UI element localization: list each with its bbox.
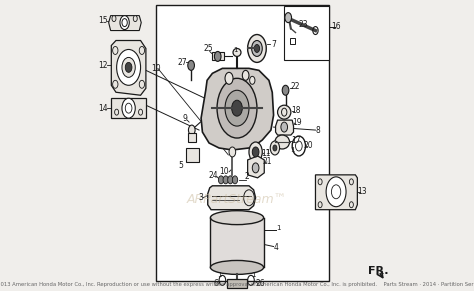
Polygon shape [201,68,273,150]
Text: 23: 23 [299,20,308,29]
Text: ARPartStream™: ARPartStream™ [187,193,287,206]
Circle shape [214,52,221,61]
Ellipse shape [210,211,264,225]
Circle shape [295,141,302,151]
Text: 17: 17 [292,136,301,145]
Text: 3: 3 [198,193,203,202]
Circle shape [349,179,354,185]
Bar [290,38,295,45]
Circle shape [249,142,262,162]
Text: 27: 27 [178,58,187,67]
Circle shape [232,176,237,184]
Circle shape [225,90,249,126]
Circle shape [282,85,289,95]
Text: FR.: FR. [368,266,389,276]
Text: 25: 25 [204,44,213,53]
Bar [156,5,329,281]
Circle shape [318,179,322,185]
Circle shape [228,176,233,184]
Circle shape [285,13,292,23]
Text: 26: 26 [255,279,265,288]
Text: 10: 10 [219,167,229,176]
Circle shape [125,62,132,72]
Circle shape [281,122,288,132]
Text: 14: 14 [98,104,108,113]
Text: 12: 12 [98,61,108,70]
Text: 18: 18 [291,106,300,115]
Text: 15: 15 [98,16,108,25]
Circle shape [133,16,137,22]
Text: 19: 19 [292,118,301,127]
Circle shape [349,202,354,208]
Ellipse shape [210,260,264,274]
Circle shape [223,176,228,184]
Circle shape [188,61,194,70]
Text: 1: 1 [251,272,256,278]
Text: 1: 1 [233,47,237,54]
Polygon shape [275,120,293,135]
Polygon shape [316,175,357,210]
Ellipse shape [275,135,290,149]
Bar [210,218,264,267]
Circle shape [229,147,236,157]
Circle shape [112,16,116,22]
Circle shape [225,72,233,84]
Text: 10: 10 [151,64,161,73]
Polygon shape [109,16,141,31]
Circle shape [250,76,255,84]
Circle shape [254,45,260,52]
Circle shape [117,49,141,85]
Polygon shape [111,40,146,95]
Circle shape [270,141,280,155]
Circle shape [247,35,266,62]
Circle shape [252,163,259,173]
Text: 4: 4 [273,243,278,252]
Bar [283,6,329,61]
Text: 13: 13 [357,187,367,196]
Circle shape [232,100,242,116]
Text: 6: 6 [213,279,218,288]
Circle shape [273,145,277,151]
Polygon shape [188,133,196,142]
Ellipse shape [233,49,241,56]
Polygon shape [247,156,264,178]
Text: 1: 1 [265,149,270,155]
Circle shape [120,16,129,30]
Circle shape [326,177,346,207]
Circle shape [318,202,322,208]
Bar [212,52,224,61]
Text: 7: 7 [271,40,276,49]
Circle shape [189,125,195,135]
Text: 22: 22 [291,82,300,91]
Text: 8: 8 [315,126,320,134]
Circle shape [252,40,262,56]
Text: 1: 1 [277,225,281,230]
Polygon shape [208,186,255,210]
Text: 24: 24 [209,171,219,180]
Circle shape [219,176,224,184]
Text: 20: 20 [303,141,313,150]
Polygon shape [227,279,247,288]
Circle shape [252,147,259,157]
Text: 16: 16 [331,22,341,31]
Polygon shape [186,148,199,162]
Circle shape [122,57,135,77]
Text: 1: 1 [290,147,294,153]
Ellipse shape [278,105,291,119]
Text: 11: 11 [261,150,270,159]
Polygon shape [111,98,146,118]
Text: 2: 2 [245,172,249,181]
Circle shape [115,109,118,115]
Text: 5: 5 [178,162,183,171]
Circle shape [122,98,135,118]
Text: © 2003-2013 American Honda Motor Co., Inc. Reproduction or use without the expre: © 2003-2013 American Honda Motor Co., In… [0,281,474,287]
Text: 9: 9 [182,113,187,123]
Circle shape [138,109,143,115]
Text: 21: 21 [263,157,273,166]
Circle shape [242,70,249,80]
Text: 1: 1 [217,272,221,278]
Circle shape [217,78,257,138]
